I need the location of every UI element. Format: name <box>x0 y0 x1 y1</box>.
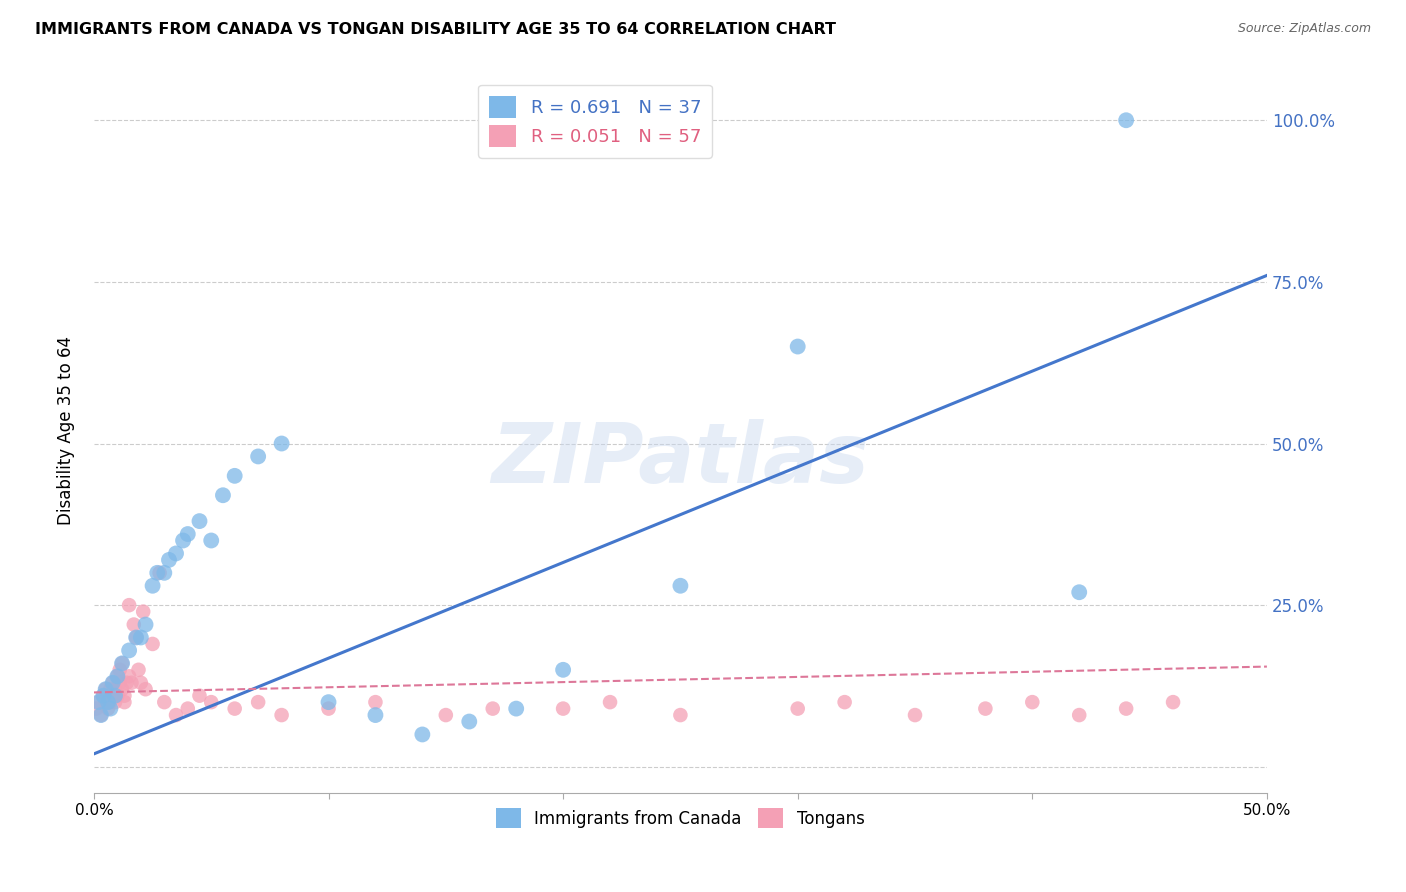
Point <box>434 708 457 723</box>
Point <box>84 701 107 715</box>
Point <box>112 695 135 709</box>
Point <box>98 695 121 709</box>
Point <box>91 689 114 703</box>
Point <box>188 689 211 703</box>
Point <box>111 657 134 671</box>
Point <box>834 695 856 709</box>
Point <box>118 643 141 657</box>
Point <box>224 701 246 715</box>
Point <box>224 468 246 483</box>
Point <box>364 708 387 723</box>
Point <box>188 514 211 528</box>
Point <box>669 579 692 593</box>
Point <box>91 689 114 703</box>
Point <box>1115 701 1137 715</box>
Text: Source: ZipAtlas.com: Source: ZipAtlas.com <box>1237 22 1371 36</box>
Point <box>172 533 194 548</box>
Point <box>553 663 575 677</box>
Point <box>1161 695 1184 709</box>
Point <box>212 488 235 502</box>
Point <box>786 339 808 353</box>
Point <box>105 669 128 683</box>
Point <box>105 669 128 683</box>
Point <box>112 689 135 703</box>
Point <box>90 708 112 723</box>
Point <box>149 566 172 580</box>
Point <box>104 695 127 709</box>
Point <box>1115 113 1137 128</box>
Point <box>364 695 387 709</box>
Point <box>146 566 169 580</box>
Point <box>200 533 222 548</box>
Point <box>125 631 148 645</box>
Point <box>458 714 481 729</box>
Text: ZIPatlas: ZIPatlas <box>492 419 869 500</box>
Point <box>94 682 117 697</box>
Point <box>904 708 927 723</box>
Point <box>481 701 503 715</box>
Point <box>128 663 150 677</box>
Point <box>97 695 120 709</box>
Point <box>270 436 292 450</box>
Point <box>129 631 152 645</box>
Point <box>165 708 187 723</box>
Point <box>1069 585 1091 599</box>
Point <box>1069 708 1091 723</box>
Point <box>94 695 117 709</box>
Point <box>553 701 575 715</box>
Point <box>132 605 155 619</box>
Point <box>101 675 124 690</box>
Point <box>108 663 131 677</box>
Point <box>786 701 808 715</box>
Point <box>121 675 143 690</box>
Point <box>411 727 433 741</box>
Point <box>98 701 121 715</box>
Point <box>165 546 187 560</box>
Point <box>97 689 120 703</box>
Point <box>97 701 120 715</box>
Point <box>111 682 134 697</box>
Point <box>94 682 117 697</box>
Point <box>108 675 131 690</box>
Point <box>104 689 127 703</box>
Point <box>135 682 157 697</box>
Point <box>87 695 110 709</box>
Point <box>270 708 292 723</box>
Legend: Immigrants from Canada, Tongans: Immigrants from Canada, Tongans <box>489 801 872 835</box>
Point <box>135 617 157 632</box>
Point <box>247 695 270 709</box>
Point <box>177 701 200 715</box>
Point <box>115 675 138 690</box>
Point <box>247 450 270 464</box>
Point <box>111 657 134 671</box>
Point <box>122 617 145 632</box>
Point <box>318 695 340 709</box>
Point <box>599 695 621 709</box>
Point <box>142 637 165 651</box>
Point <box>505 701 527 715</box>
Point <box>125 631 148 645</box>
Point <box>101 689 124 703</box>
Point <box>118 669 141 683</box>
Point <box>87 695 110 709</box>
Point <box>669 708 692 723</box>
Text: IMMIGRANTS FROM CANADA VS TONGAN DISABILITY AGE 35 TO 64 CORRELATION CHART: IMMIGRANTS FROM CANADA VS TONGAN DISABIL… <box>35 22 837 37</box>
Point <box>974 701 997 715</box>
Point <box>104 682 127 697</box>
Point <box>118 598 141 612</box>
Point <box>177 527 200 541</box>
Point <box>318 701 340 715</box>
Point <box>90 708 112 723</box>
Point <box>157 553 180 567</box>
Point <box>153 695 176 709</box>
Point <box>129 675 152 690</box>
Point <box>98 682 121 697</box>
Y-axis label: Disability Age 35 to 64: Disability Age 35 to 64 <box>58 336 75 525</box>
Point <box>101 675 124 690</box>
Point <box>1021 695 1043 709</box>
Point <box>142 579 165 593</box>
Point <box>105 689 128 703</box>
Point <box>153 566 176 580</box>
Point <box>200 695 222 709</box>
